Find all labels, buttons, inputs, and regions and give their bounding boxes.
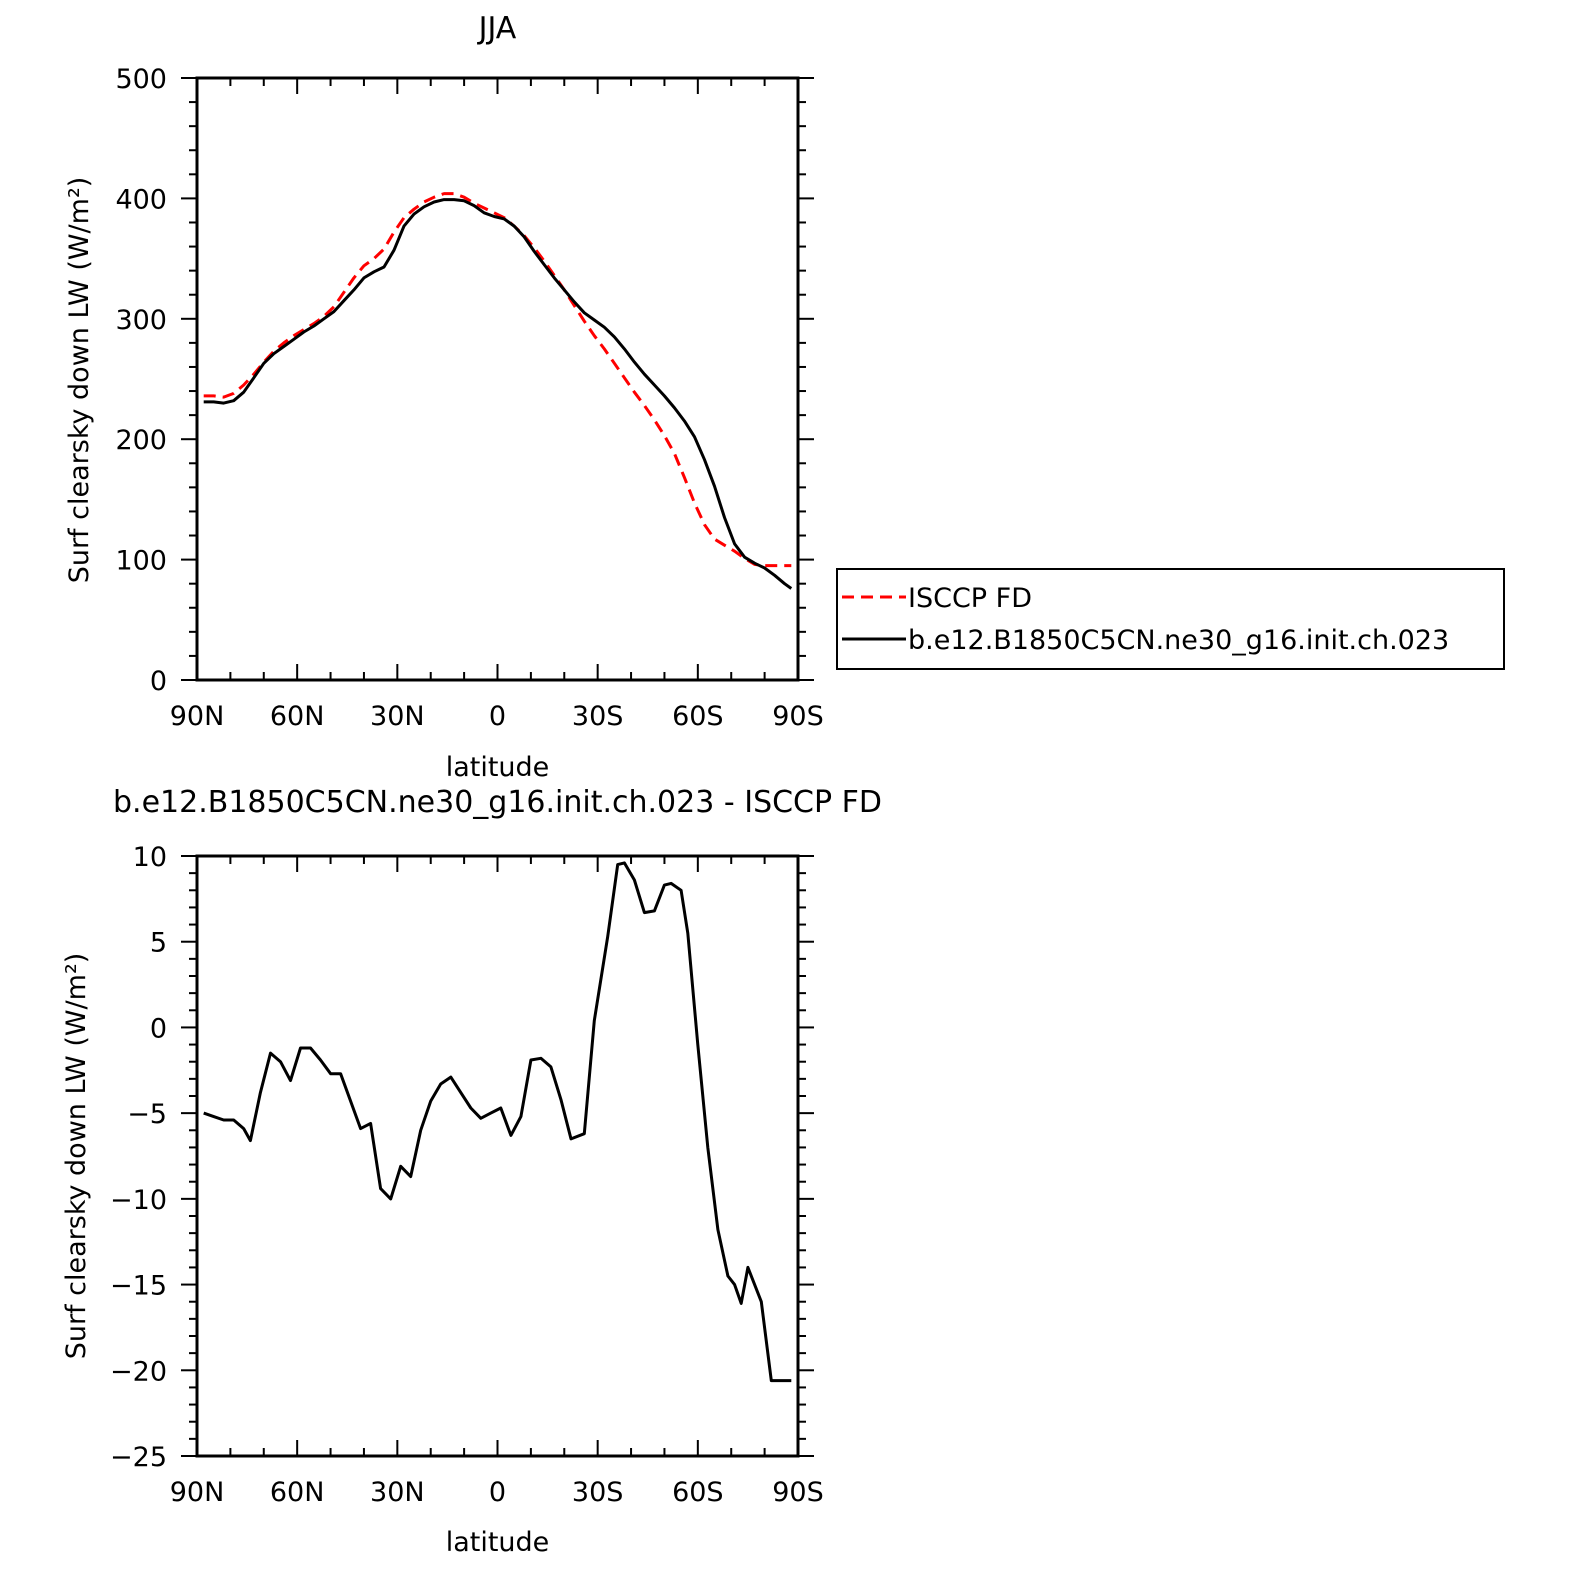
- bottom-y-tick-label: −20: [110, 1356, 167, 1387]
- top-x-tick-labels: 90N 60N 30N 0 30S 60S 90S: [170, 701, 824, 732]
- top-y-tick-label: 0: [150, 666, 167, 697]
- top-series-line-isccp-fd: [203, 192, 792, 568]
- bottom-y-tick-label: 5: [150, 928, 167, 959]
- top-plot-frame: [195, 76, 800, 682]
- top-y-tick-label: 200: [115, 425, 167, 456]
- legend-label-model: b.e12.B1850C5CN.ne30_g16.init.ch.023: [908, 625, 1449, 656]
- bottom-x-tick-labels: 90N 60N 30N 0 30S 60S 90S: [170, 1477, 824, 1508]
- bottom-x-tick-label: 90N: [170, 1477, 225, 1508]
- top-x-tick-label: 0: [489, 701, 506, 732]
- top-y-tick-label: 100: [115, 546, 167, 577]
- bottom-x-tick-label: 30S: [572, 1477, 624, 1508]
- top-y-tick-label: 400: [115, 184, 167, 215]
- top-panel: JJA 90N 60N 30N 0 30S 60S 90S 0 100 200 300 400 500…: [64, 11, 824, 783]
- top-y-tick-label: 300: [115, 305, 167, 336]
- top-series-group: [203, 192, 793, 590]
- bottom-x-axis-label: latitude: [446, 1527, 550, 1558]
- top-x-tick-label: 90S: [772, 701, 824, 732]
- top-axis-ticks: [181, 77, 814, 681]
- bottom-y-tick-label: 10: [133, 842, 167, 873]
- bottom-series-group: [203, 861, 792, 1383]
- top-x-tick-label: 30S: [572, 701, 624, 732]
- legend-box: [836, 568, 1505, 670]
- top-x-tick-label: 90N: [170, 701, 225, 732]
- legend: ISCCP FD b.e12.B1850C5CN.ne30_g16.init.c…: [836, 568, 1505, 670]
- top-series-line-b-e12-b1850c5cn-ne30-g16-init-ch-023: [203, 198, 793, 590]
- bottom-y-tick-label: −10: [110, 1185, 167, 1216]
- bottom-axis-ticks: [181, 855, 814, 1457]
- bottom-x-tick-label: 0: [489, 1477, 506, 1508]
- top-x-tick-label: 60S: [672, 701, 724, 732]
- bottom-panel: b.e12.B1850C5CN.ne30_g16.init.ch.023 - I…: [61, 785, 882, 1558]
- bottom-plot-frame: [195, 854, 800, 1458]
- bottom-x-tick-label: 60N: [270, 1477, 325, 1508]
- top-chart-title: JJA: [477, 11, 517, 46]
- top-y-tick-label: 500: [115, 64, 167, 95]
- bottom-chart-title: b.e12.B1850C5CN.ne30_g16.init.ch.023 - I…: [113, 785, 882, 820]
- bottom-x-tick-label: 60S: [672, 1477, 724, 1508]
- bottom-y-tick-label: −5: [127, 1099, 167, 1130]
- bottom-x-tick-label: 30N: [370, 1477, 425, 1508]
- bottom-y-tick-labels: −25 −20 −15 −10 −5 0 5 10: [110, 842, 167, 1473]
- bottom-y-axis-label: Surf clearsky down LW (W/m²): [61, 953, 92, 1360]
- top-y-axis-label: Surf clearsky down LW (W/m²): [64, 177, 95, 584]
- top-x-tick-label: 30N: [370, 701, 425, 732]
- top-x-tick-label: 60N: [270, 701, 325, 732]
- legend-label-isccp: ISCCP FD: [908, 583, 1032, 614]
- bottom-series-line-difference: [203, 861, 792, 1383]
- bottom-y-tick-label: −15: [110, 1271, 167, 1302]
- bottom-x-tick-label: 90S: [772, 1477, 824, 1508]
- top-y-tick-labels: 0 100 200 300 400 500: [115, 64, 167, 697]
- bottom-y-tick-label: −25: [110, 1442, 167, 1473]
- bottom-y-tick-label: 0: [150, 1013, 167, 1044]
- top-x-axis-label: latitude: [446, 752, 550, 783]
